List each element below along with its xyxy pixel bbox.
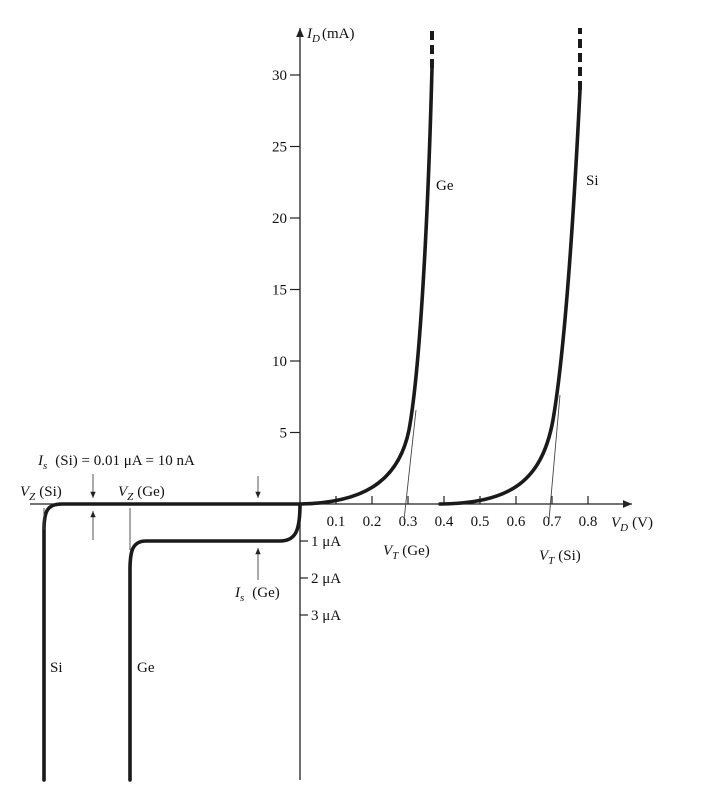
- is-ge-label: Is (Ge): [234, 585, 280, 604]
- si-forward-curve: [438, 88, 582, 506]
- x-tick-label: 0.2: [363, 514, 382, 530]
- ge-reverse-curve: [128, 502, 302, 782]
- y-tick-label: 5: [280, 426, 288, 442]
- reverse-ticks: 1 μA 2 μA 3 μA: [300, 534, 341, 624]
- ge-forward-label: Ge: [436, 178, 454, 194]
- reverse-tick-label: 1 μA: [311, 534, 341, 550]
- y-tick-label: 25: [272, 140, 287, 156]
- reverse-tick-label: 2 μA: [311, 571, 341, 587]
- vz-si-label: VZ (Si): [20, 484, 62, 503]
- y-tick-label: 10: [272, 354, 287, 370]
- x-ticks: 0.1 0.2 0.3 0.4 0.5 0.6 0.7 0.8: [327, 496, 598, 530]
- si-reverse-curve: [42, 502, 302, 782]
- si-reverse-label: Si: [50, 660, 63, 676]
- vt-si-line: [548, 394, 561, 521]
- x-axis-title: VD (V): [611, 515, 653, 534]
- is-si-label: Is (Si) = 0.01 μA = 10 nA: [37, 453, 195, 472]
- ge-reverse-label: Ge: [137, 660, 155, 676]
- x-tick-label: 0.8: [579, 514, 598, 530]
- vt-ge-label: VT (Ge): [383, 543, 430, 562]
- reverse-tick-label: 3 μA: [311, 608, 341, 624]
- y-ticks: 5 10 15 20 25 30: [272, 68, 300, 442]
- x-tick-label: 0.5: [471, 514, 490, 530]
- y-tick-label: 30: [272, 68, 287, 84]
- y-tick-label: 20: [272, 211, 287, 227]
- si-forward-label: Si: [586, 173, 599, 189]
- x-tick-label: 0.3: [399, 514, 418, 530]
- x-tick-label: 0.7: [543, 514, 562, 530]
- vt-ge-line: [403, 409, 417, 521]
- vz-ge-label: VZ (Ge): [118, 484, 165, 503]
- x-tick-label: 0.4: [435, 514, 454, 530]
- ge-forward-curve: [298, 66, 434, 506]
- x-tick-label: 0.1: [327, 514, 346, 530]
- y-tick-label: 15: [272, 283, 287, 299]
- x-tick-label: 0.6: [507, 514, 526, 530]
- vt-si-label: VT (Si): [539, 548, 581, 567]
- y-axis-title: ID (mA): [306, 26, 354, 45]
